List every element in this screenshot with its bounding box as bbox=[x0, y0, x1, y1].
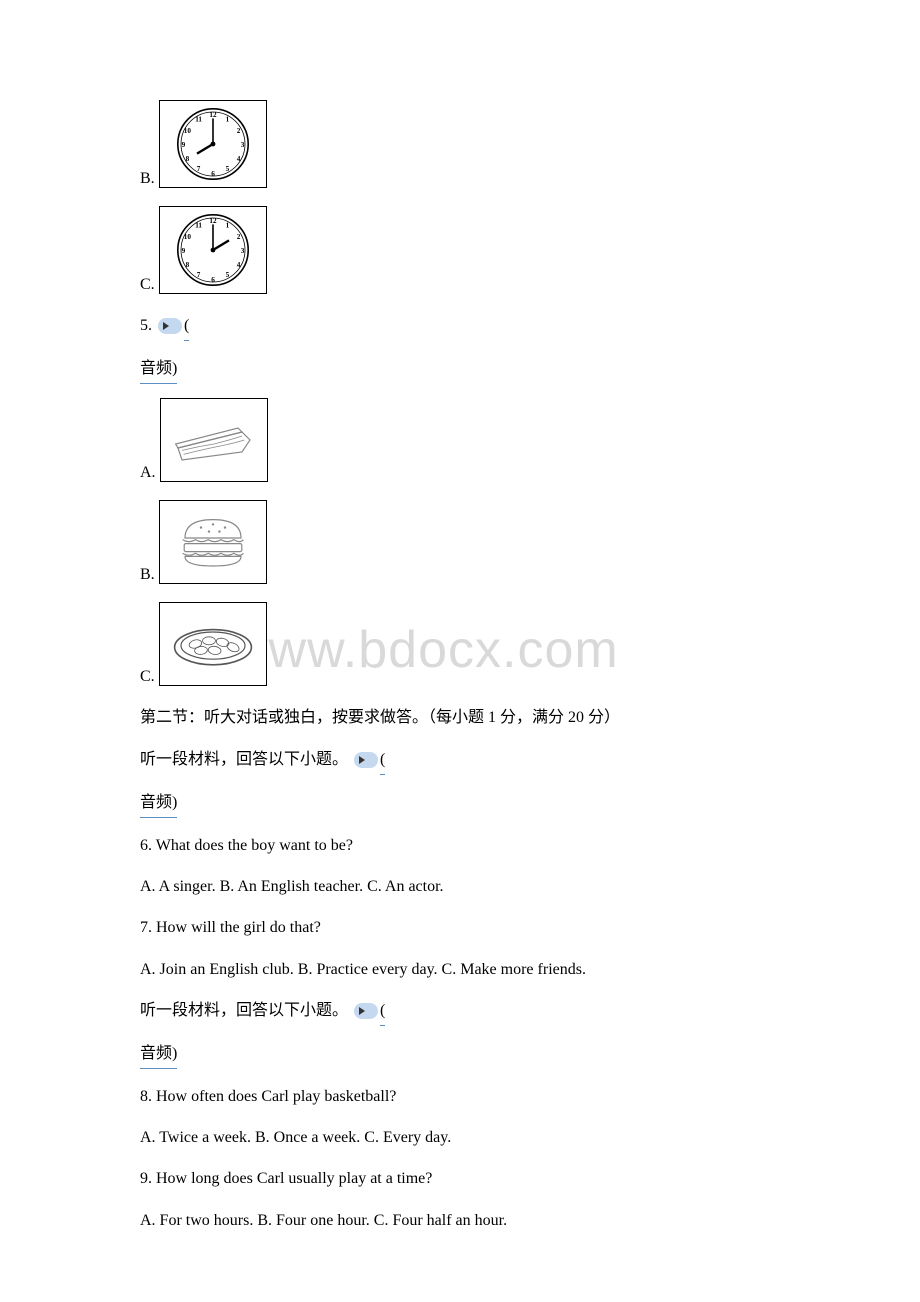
svg-text:9: 9 bbox=[181, 247, 185, 255]
question-7-answers: A. Join an English club. B. Practice eve… bbox=[140, 956, 780, 983]
audio-text[interactable]: 音频 bbox=[140, 360, 172, 377]
svg-text:6: 6 bbox=[211, 276, 215, 284]
svg-text:8: 8 bbox=[185, 261, 189, 269]
food-label-b: B. bbox=[140, 566, 155, 584]
section2-title: 第二节：听大对话或独白，按要求做答。（每小题 1 分，满分 20 分） bbox=[140, 704, 780, 731]
option-label-b: B. bbox=[140, 170, 155, 188]
question-5-number: 5. ( bbox=[140, 312, 780, 341]
svg-text:12: 12 bbox=[209, 111, 217, 119]
question-9: 9. How long does Carl usually play at a … bbox=[140, 1165, 780, 1192]
q5-num: 5. bbox=[140, 317, 152, 334]
dumplings-plate-image bbox=[159, 602, 267, 686]
intro1-text: 听一段材料，回答以下小题。 bbox=[140, 751, 348, 768]
question-7: 7. How will the girl do that? bbox=[140, 914, 780, 941]
document-content: B. 12 1 2 3 4 5 6 7 8 9 10 11 bbox=[140, 100, 780, 1234]
section2-audio1: 音频) bbox=[140, 789, 780, 818]
section2-intro1: 听一段材料，回答以下小题。 ( bbox=[140, 746, 780, 775]
audio-bracket-open: ( bbox=[184, 312, 189, 341]
audio-text[interactable]: 音频 bbox=[140, 1045, 172, 1062]
question-8-answers: A. Twice a week. B. Once a week. C. Ever… bbox=[140, 1124, 780, 1151]
option-food-c: C. bbox=[140, 602, 780, 686]
option-label-c: C. bbox=[140, 276, 155, 294]
svg-text:1: 1 bbox=[225, 116, 229, 124]
option-food-b: B. bbox=[140, 500, 780, 584]
svg-text:4: 4 bbox=[236, 155, 240, 163]
audio-text[interactable]: 音频 bbox=[140, 794, 172, 811]
svg-text:12: 12 bbox=[209, 217, 217, 225]
svg-text:7: 7 bbox=[196, 271, 200, 279]
question-9-answers: A. For two hours. B. Four one hour. C. F… bbox=[140, 1207, 780, 1234]
clock-2-image: 12 1 2 3 4 5 6 7 8 9 10 11 bbox=[159, 206, 267, 294]
section2-intro2: 听一段材料，回答以下小题。 ( bbox=[140, 997, 780, 1026]
svg-text:11: 11 bbox=[195, 116, 202, 124]
svg-text:5: 5 bbox=[225, 165, 229, 173]
svg-text:4: 4 bbox=[236, 261, 240, 269]
q5-audio-line: 音频) bbox=[140, 355, 780, 384]
svg-text:3: 3 bbox=[240, 141, 244, 149]
intro2-text: 听一段材料，回答以下小题。 bbox=[140, 1002, 348, 1019]
option-clock-c: C. 12 1 2 3 4 5 6 7 8 9 10 11 bbox=[140, 206, 780, 294]
svg-text:8: 8 bbox=[185, 155, 189, 163]
audio-icon[interactable] bbox=[354, 752, 378, 768]
svg-text:11: 11 bbox=[195, 222, 202, 230]
svg-text:10: 10 bbox=[183, 233, 191, 241]
svg-text:5: 5 bbox=[225, 271, 229, 279]
svg-text:2: 2 bbox=[236, 127, 240, 135]
audio-bracket: ( bbox=[380, 746, 385, 775]
svg-text:1: 1 bbox=[225, 222, 229, 230]
question-6-answers: A. A singer. B. An English teacher. C. A… bbox=[140, 873, 780, 900]
audio-bracket: ( bbox=[380, 997, 385, 1026]
question-6: 6. What does the boy want to be? bbox=[140, 832, 780, 859]
audio-icon[interactable] bbox=[354, 1003, 378, 1019]
food-label-a: A. bbox=[140, 464, 156, 482]
hamburger-image bbox=[159, 500, 267, 584]
question-8: 8. How often does Carl play basketball? bbox=[140, 1083, 780, 1110]
option-food-a: A. bbox=[140, 398, 780, 482]
audio-icon[interactable] bbox=[158, 318, 182, 334]
sandwich-image bbox=[160, 398, 268, 482]
option-clock-b: B. 12 1 2 3 4 5 6 7 8 9 10 11 bbox=[140, 100, 780, 188]
svg-text:2: 2 bbox=[236, 233, 240, 241]
food-label-c: C. bbox=[140, 668, 155, 686]
svg-text:7: 7 bbox=[196, 165, 200, 173]
svg-text:6: 6 bbox=[211, 170, 215, 178]
svg-text:3: 3 bbox=[240, 247, 244, 255]
svg-text:10: 10 bbox=[183, 127, 191, 135]
clock-8-image: 12 1 2 3 4 5 6 7 8 9 10 11 bbox=[159, 100, 267, 188]
svg-text:9: 9 bbox=[181, 141, 185, 149]
section2-audio2: 音频) bbox=[140, 1040, 780, 1069]
